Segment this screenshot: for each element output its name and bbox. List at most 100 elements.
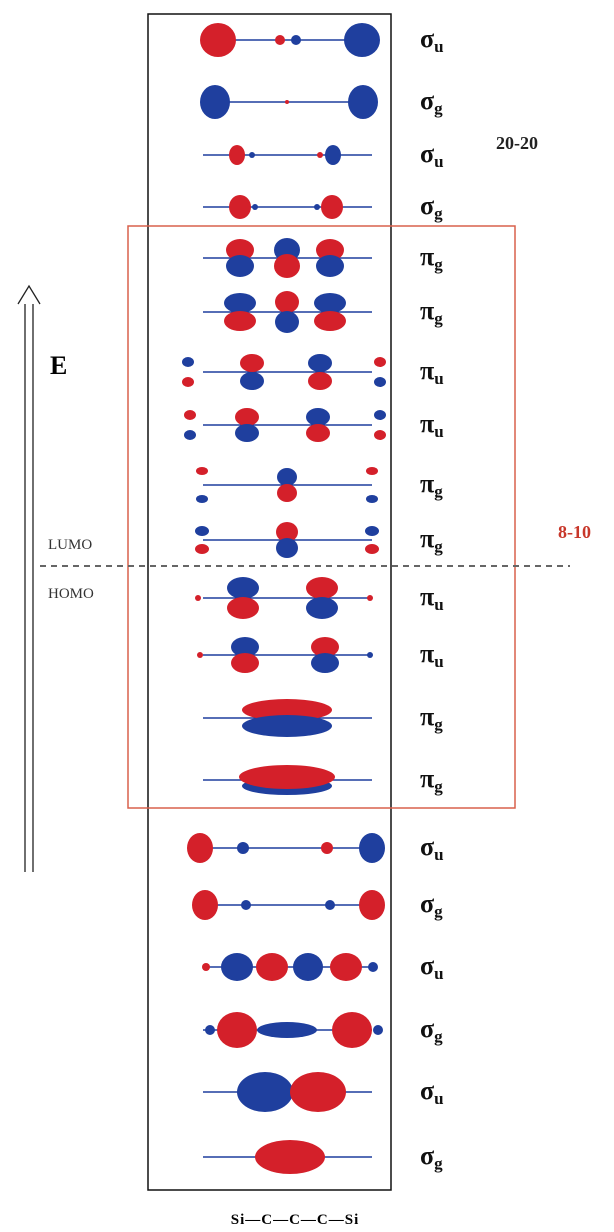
lobe [229, 195, 251, 219]
lobe [224, 293, 256, 313]
lobe [240, 354, 264, 372]
orbital-subscript: g [434, 1154, 443, 1173]
lobe [182, 357, 194, 367]
sigma-group-label: 20-20 [496, 133, 538, 153]
lobe [366, 495, 378, 503]
energy-arrow [18, 286, 40, 872]
lobe [205, 1025, 215, 1035]
orbital-label: πg [420, 764, 443, 796]
lobe [255, 1140, 325, 1174]
lobe [368, 962, 378, 972]
orbital-label: σg [420, 889, 443, 921]
orbital: σg [203, 1140, 443, 1174]
orbital-subscript: u [434, 422, 443, 441]
lobe [274, 254, 300, 278]
orbital-subscript: g [434, 902, 443, 921]
lobe [221, 953, 253, 981]
orbital-label: πg [420, 469, 443, 501]
lobe [277, 468, 297, 486]
lobe [325, 900, 335, 910]
orbital-label: πg [420, 702, 443, 734]
orbital: σg [200, 85, 443, 119]
orbital: πg [203, 238, 443, 278]
orbital: πu [184, 408, 444, 442]
lobe [374, 430, 386, 440]
orbital-symbol: π [420, 764, 434, 793]
orbital: σg [203, 191, 443, 223]
lobe [200, 23, 236, 57]
orbital-label: σu [420, 139, 444, 171]
lobe [348, 85, 378, 119]
lobe [291, 35, 301, 45]
orbital-subscript: g [434, 255, 443, 274]
lobe [240, 372, 264, 390]
lobe [366, 467, 378, 475]
molecule-label: Si—C—C—C—Si [231, 1212, 360, 1228]
lobe [217, 1012, 257, 1048]
orbital-label: πu [420, 582, 444, 614]
lobe [367, 595, 373, 601]
lobe [365, 544, 379, 554]
lobe [311, 653, 339, 673]
lobe [306, 408, 330, 426]
orbital-subscript: g [434, 1027, 443, 1046]
lobe [314, 204, 320, 210]
orbital-label: σg [420, 1141, 443, 1173]
orbital-label: πg [420, 296, 443, 328]
orbital: πu [195, 577, 444, 619]
lobe [235, 408, 259, 426]
orbital-symbol: σ [420, 86, 434, 115]
pi-group-label: 8-10 [558, 522, 591, 542]
orbital-label: σu [420, 24, 444, 56]
lobe [235, 424, 259, 442]
orbital-symbol: σ [420, 889, 434, 918]
lobe [237, 842, 249, 854]
orbital: σu [187, 832, 444, 864]
orbital-subscript: g [434, 482, 443, 501]
lobe [314, 293, 346, 313]
lobe [184, 410, 196, 420]
orbital-symbol: π [420, 524, 434, 553]
lobe [252, 204, 258, 210]
orbital: πg [195, 522, 443, 558]
orbital-symbol: π [420, 639, 434, 668]
orbital-symbol: π [420, 296, 434, 325]
orbital: σu [200, 23, 444, 57]
lobe [325, 145, 341, 165]
orbital: πg [203, 291, 443, 333]
lumo-label: LUMO [48, 537, 92, 553]
lobe [242, 715, 332, 737]
lobe [197, 652, 203, 658]
lobe [290, 1072, 346, 1112]
lobe [316, 255, 344, 277]
orbital-subscript: u [434, 964, 443, 983]
lobe [196, 467, 208, 475]
orbital-subscript: g [434, 99, 443, 118]
lobe [231, 653, 259, 673]
orbital-symbol: σ [420, 1014, 434, 1043]
orbital-subscript: g [434, 777, 443, 796]
lobe [374, 377, 386, 387]
orbital-subscript: u [434, 845, 443, 864]
lobe [314, 311, 346, 331]
orbital-symbol: σ [420, 951, 434, 980]
orbital-symbol: σ [420, 24, 434, 53]
lobe [330, 953, 362, 981]
orbital: πu [182, 354, 444, 390]
lobe [226, 255, 254, 277]
orbital-label: πu [420, 356, 444, 388]
orbital-symbol: σ [420, 1141, 434, 1170]
lobe [275, 291, 299, 313]
orbital: σg [203, 1012, 443, 1048]
homo-label: HOMO [48, 586, 94, 602]
orbital-label: σu [420, 832, 444, 864]
lobe [196, 495, 208, 503]
orbital: σg [192, 889, 443, 921]
orbital-symbol: σ [420, 1076, 434, 1105]
lobe [373, 1025, 383, 1035]
orbital-label: σg [420, 191, 443, 223]
orbital-symbol: π [420, 469, 434, 498]
lobe [365, 526, 379, 536]
lobe [195, 526, 209, 536]
lobe [317, 152, 323, 158]
